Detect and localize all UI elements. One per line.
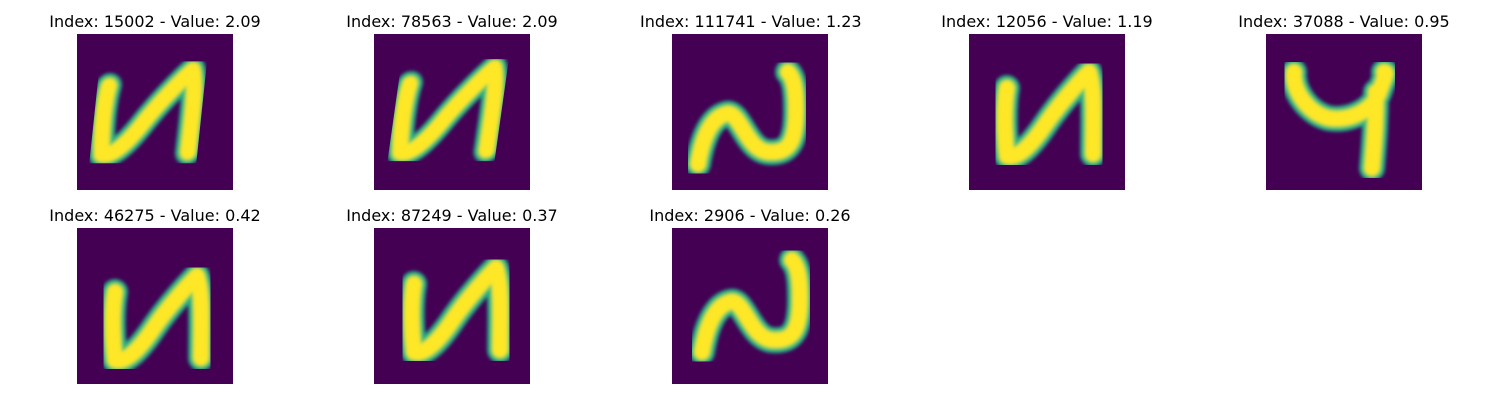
glyph-image xyxy=(99,263,215,374)
glyph-image xyxy=(398,255,514,366)
panel-title: Index: 12056 - Value: 1.19 xyxy=(941,12,1153,31)
panel-image xyxy=(1266,34,1422,190)
glyph-image xyxy=(991,59,1107,170)
panel-8: Index: 2906 - Value: 0.26 xyxy=(640,206,860,386)
panel-image xyxy=(374,34,530,190)
panel-title: Index: 46275 - Value: 0.42 xyxy=(49,206,261,225)
panel-3: Index: 111741 - Value: 1.23 xyxy=(640,12,862,192)
glyph-stroke xyxy=(690,64,804,172)
glyph-stroke xyxy=(404,260,508,360)
panel-1: Index: 15002 - Value: 2.09 xyxy=(45,12,265,192)
panel-4: Index: 12056 - Value: 1.19 xyxy=(937,12,1157,192)
panel-title: Index: 111741 - Value: 1.23 xyxy=(640,12,862,31)
panel-title: Index: 37088 - Value: 0.95 xyxy=(1238,12,1450,31)
panel-7: Index: 87249 - Value: 0.37 xyxy=(342,206,562,386)
panel-image xyxy=(77,34,233,190)
panel-5: Index: 37088 - Value: 0.95 xyxy=(1234,12,1454,192)
glyph-image xyxy=(1280,59,1399,181)
glyph-stroke xyxy=(94,62,202,162)
glyph-image xyxy=(88,57,208,168)
panel-title: Index: 87249 - Value: 0.37 xyxy=(346,206,558,225)
panel-title: Index: 78563 - Value: 2.09 xyxy=(346,12,558,31)
glyph-stroke xyxy=(997,64,1101,164)
panel-image xyxy=(374,228,530,384)
panel-6: Index: 46275 - Value: 0.42 xyxy=(45,206,265,386)
panel-image xyxy=(672,34,828,190)
glyph-image xyxy=(387,55,509,166)
panel-image xyxy=(969,34,1125,190)
glyph-stroke xyxy=(1286,64,1394,176)
panel-title: Index: 2906 - Value: 0.26 xyxy=(649,206,851,225)
glyph-image xyxy=(685,59,809,177)
glyph-stroke xyxy=(694,252,808,360)
panel-2: Index: 78563 - Value: 2.09 xyxy=(342,12,562,192)
glyph-image xyxy=(689,247,813,365)
panel-image xyxy=(672,228,828,384)
panel-title: Index: 15002 - Value: 2.09 xyxy=(49,12,261,31)
panel-image xyxy=(77,228,233,384)
glyph-stroke xyxy=(392,60,503,160)
glyph-stroke xyxy=(105,268,209,368)
